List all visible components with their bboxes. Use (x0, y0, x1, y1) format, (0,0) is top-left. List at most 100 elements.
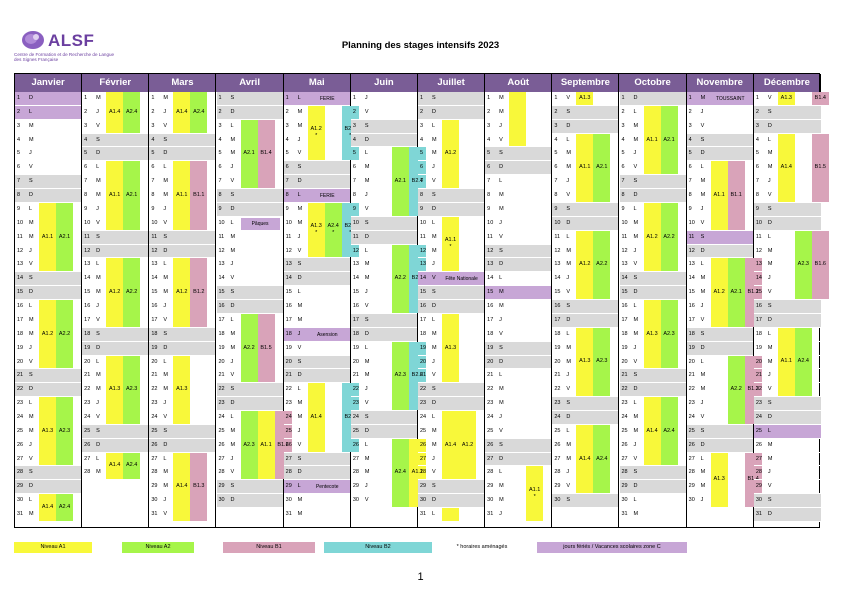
day-number: 19 (352, 344, 359, 351)
day-letter: V (700, 219, 705, 226)
day-number: 30 (151, 497, 158, 504)
day-number: 2 (17, 108, 21, 115)
day-number: 27 (755, 455, 762, 462)
day-letter: L (432, 219, 436, 226)
day-letter: L (432, 122, 436, 129)
day-number: 5 (621, 150, 625, 157)
month-column-2: 1 M 2 J 3 V 4 S 5 D 6 L 7 M 8 M 9 J 10 V 11 S 12 D 13 L 14 M 15 M 16 J 1… (149, 92, 217, 527)
day-letter: D (96, 441, 101, 448)
day-letter: D (700, 247, 705, 254)
day-letter: D (700, 344, 705, 351)
day-cell: 12 D (82, 244, 149, 259)
day-cell: 21 V (418, 369, 485, 384)
course-code: A1.1 (780, 358, 792, 365)
day-letter: D (499, 455, 504, 462)
day-number: 29 (688, 483, 695, 490)
course-block: A2.2 (123, 258, 141, 327)
day-cell: 30 D (216, 494, 283, 509)
day-number: 10 (755, 219, 762, 226)
day-letter: M (633, 330, 639, 337)
day-letter: M (163, 372, 168, 379)
day-letter: M (163, 386, 168, 393)
day-letter: V (633, 164, 638, 171)
day-cell: 15 J (350, 286, 417, 301)
day-letter: D (297, 372, 302, 379)
day-letter: V (499, 233, 503, 240)
month-column-8: 1 V 2 S 3 D 4 L 5 M 6 M 7 J 8 V 9 S 10 D 11 L 12 M 13 M 14 J 15 V 16 S 1… (552, 92, 620, 527)
day-number: 4 (151, 136, 155, 143)
day-number: 19 (688, 344, 695, 351)
course-code: A2.3 (394, 372, 406, 379)
day-number: 22 (487, 386, 494, 393)
day-number: 29 (621, 483, 628, 490)
day-letter: V (432, 275, 436, 282)
day-number: 6 (554, 164, 558, 171)
day-letter: S (163, 233, 167, 240)
day-letter: S (767, 497, 772, 504)
day-number: 19 (554, 344, 561, 351)
day-number: 20 (420, 358, 427, 365)
day-number: 26 (151, 441, 158, 448)
day-letter: J (700, 400, 704, 407)
day-cell: 16 S (753, 300, 821, 314)
day-number: 16 (285, 303, 292, 310)
day-cell: 22 V (753, 383, 821, 398)
day-number: 9 (352, 205, 356, 212)
course-code: A1.1 (176, 192, 188, 199)
adjusted-hours-mark: * (349, 133, 351, 140)
day-number: 12 (688, 247, 695, 254)
day-number: 29 (218, 483, 225, 490)
day-cell: 20 S (283, 355, 350, 370)
day-number: 12 (285, 247, 292, 254)
course-code: B2.6 (411, 372, 423, 379)
day-number: 6 (420, 164, 424, 171)
day-letter: J (297, 330, 301, 337)
day-letter: L (364, 150, 368, 157)
month-header-row: Janvier Février Mars Avril Mai Juin Juillet Aoû… (15, 74, 821, 92)
course-code: A1.1 (411, 469, 423, 476)
holiday-label: FERIE (307, 190, 347, 203)
day-number: 14 (285, 275, 292, 282)
month-header-10: Novembre (687, 74, 754, 92)
day-number: 8 (352, 192, 356, 199)
day-number: 13 (352, 261, 359, 268)
day-cell: 26 D (686, 438, 753, 453)
day-number: 29 (151, 483, 158, 490)
day-cell: 27 D (485, 452, 552, 467)
day-cell: 12 M (753, 245, 821, 259)
day-letter: S (700, 233, 705, 240)
adjusted-hours-mark: * (315, 230, 318, 237)
day-number: 17 (487, 316, 494, 323)
course-block: A2.3 (391, 341, 409, 410)
day-number: 9 (487, 205, 491, 212)
day-number: 4 (554, 136, 558, 143)
day-number: 19 (285, 344, 292, 351)
day-number: 24 (554, 414, 561, 420)
adjusted-hours-mark: * (315, 133, 318, 140)
course-block: A1.3 (106, 355, 124, 424)
day-number: 6 (487, 164, 491, 171)
day-letter: M (566, 150, 571, 157)
day-number: 12 (420, 247, 427, 254)
day-cell: 14 L (485, 272, 552, 287)
day-letter: L (297, 289, 301, 296)
day-letter: D (499, 358, 504, 365)
day-letter: M (432, 247, 437, 254)
day-letter: J (96, 108, 99, 115)
course-block: A1.2 (106, 258, 124, 327)
course-block: A1.2 (459, 411, 476, 480)
course-block: A2.1 (593, 133, 611, 202)
day-number: 1 (84, 95, 88, 101)
day-letter: V (364, 497, 369, 504)
course-code: A1.4 (108, 462, 121, 469)
day-letter: M (499, 497, 504, 504)
day-letter: L (96, 164, 100, 171)
day-letter: J (163, 108, 167, 115)
day-number: 5 (420, 150, 424, 157)
day-letter: M (364, 275, 370, 282)
